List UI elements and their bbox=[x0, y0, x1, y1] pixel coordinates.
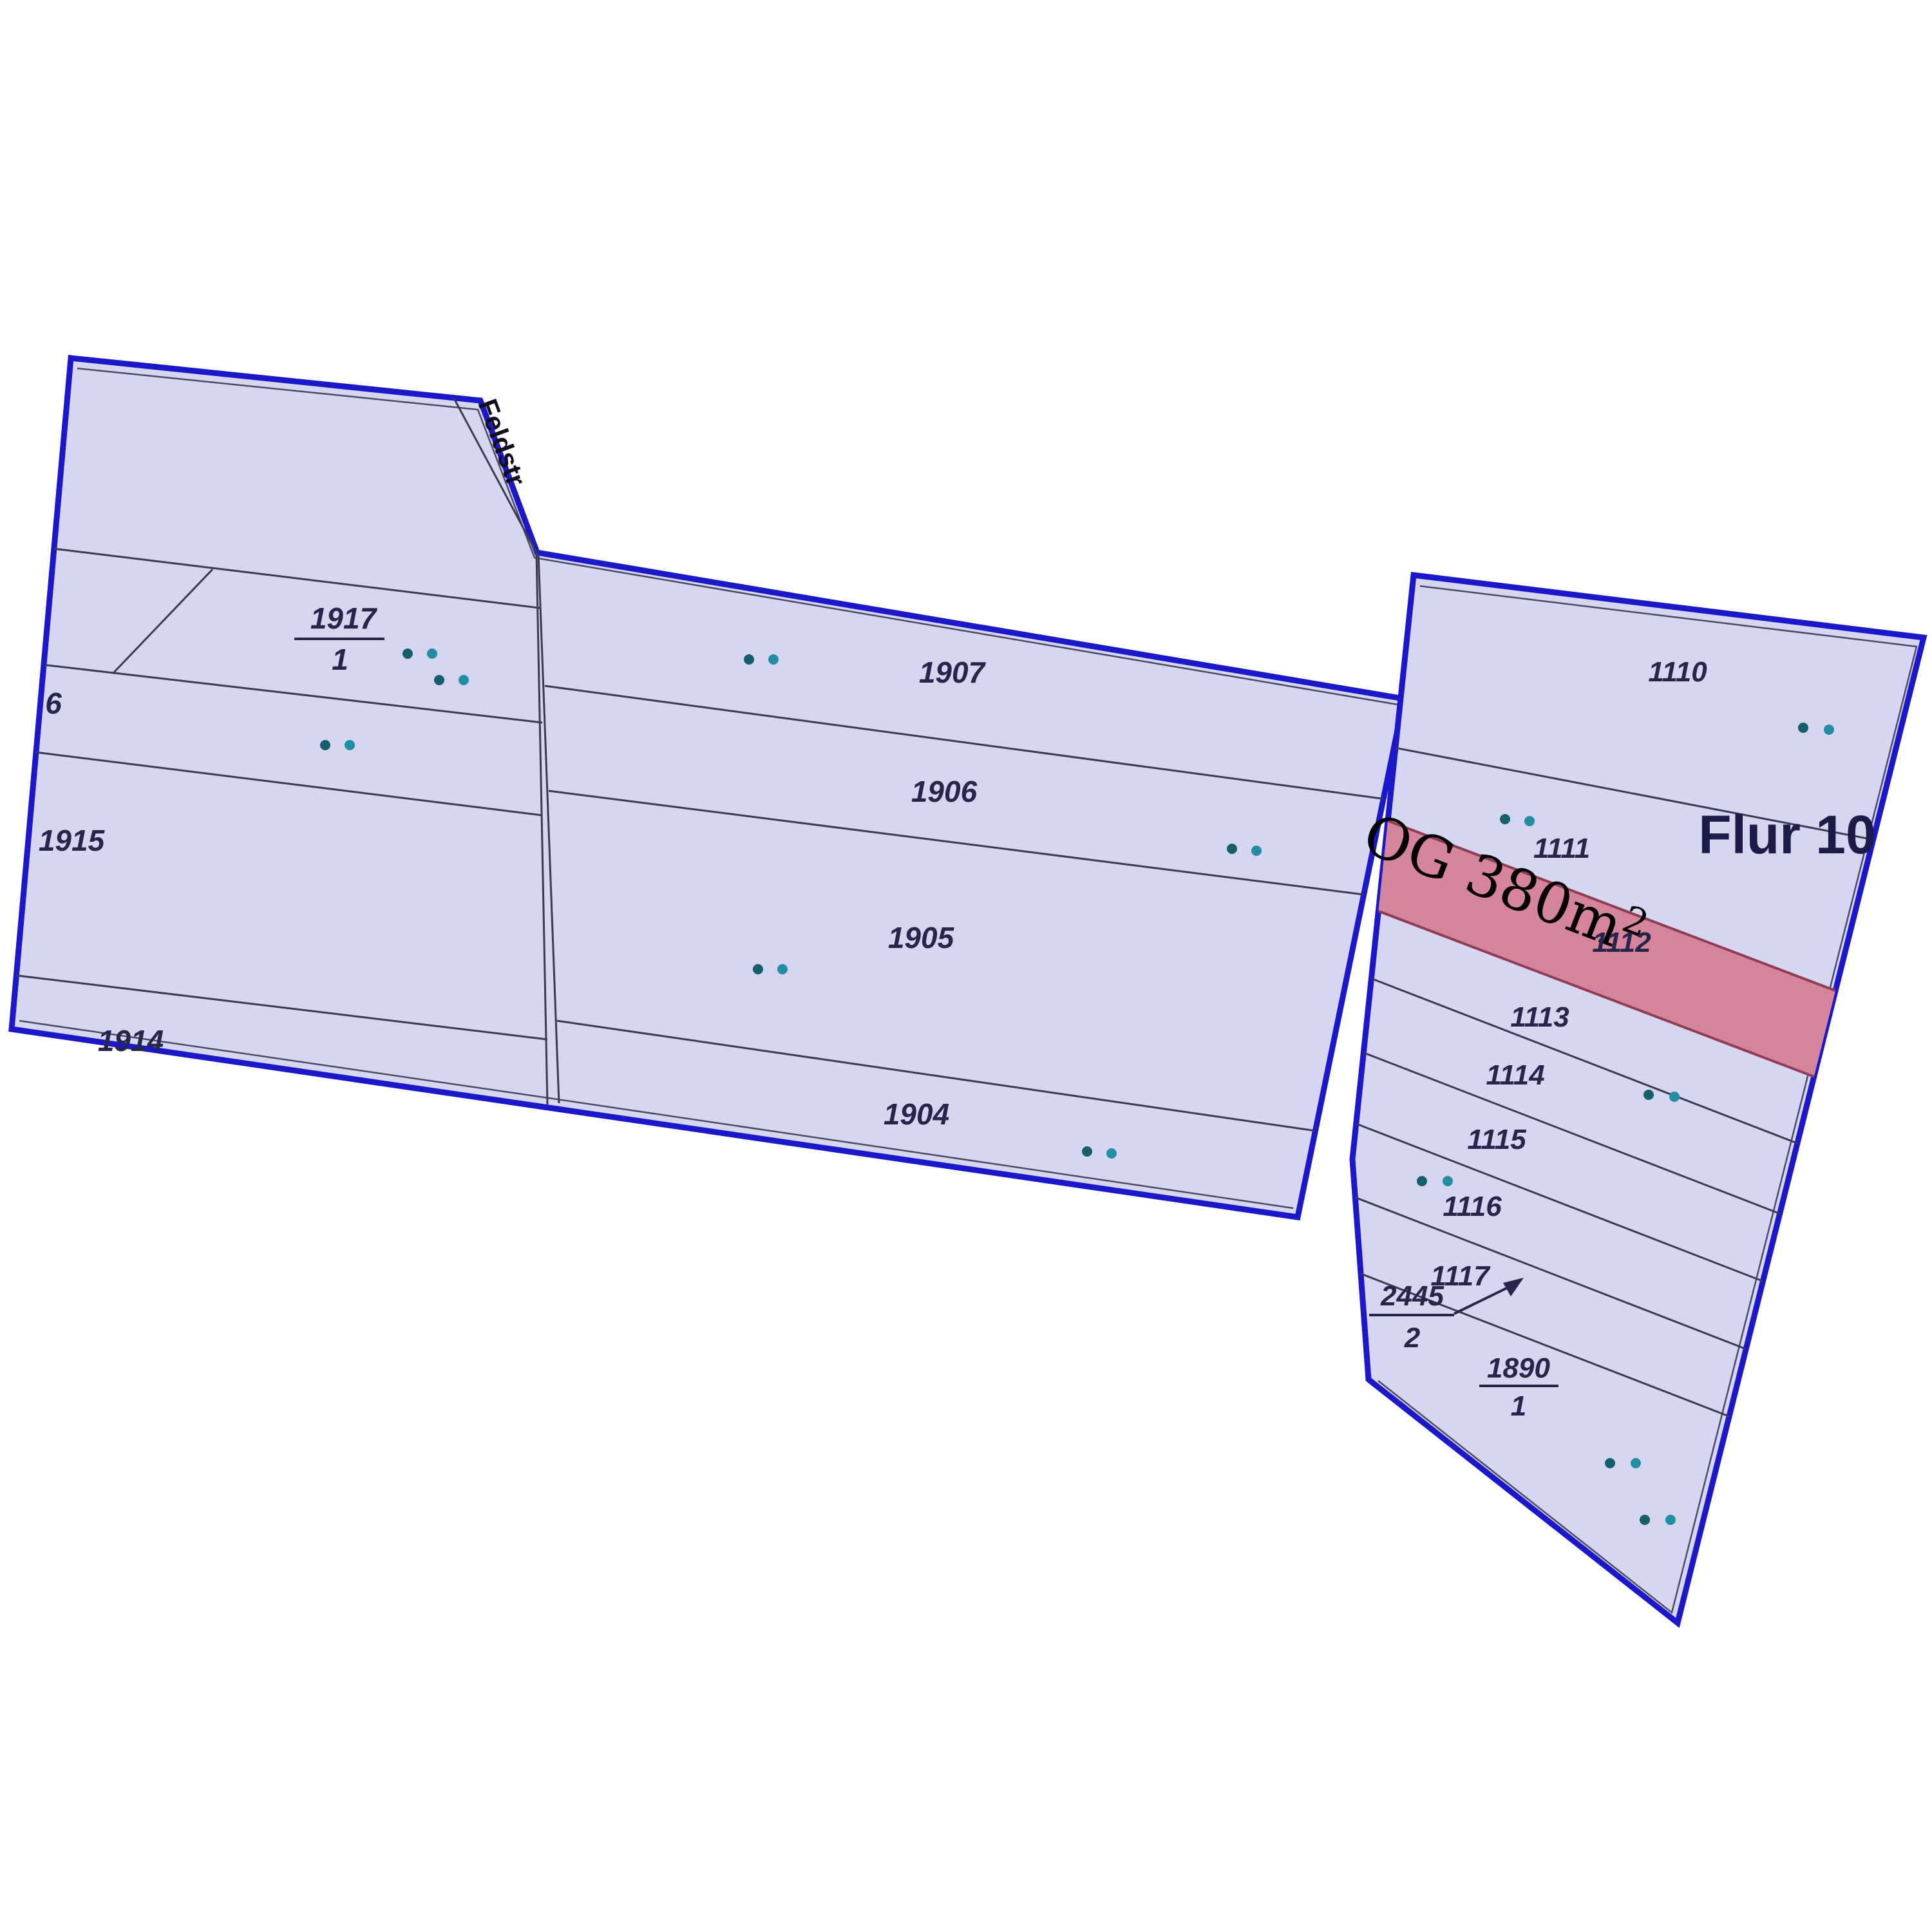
boundary-marker-dot bbox=[1500, 814, 1510, 824]
parcel-line bbox=[53, 547, 540, 609]
parcel-line bbox=[35, 751, 543, 817]
parcel-label-1907: 1907 bbox=[919, 656, 987, 689]
boundary-marker-dot bbox=[345, 740, 355, 750]
parcel-label-1114: 1114 bbox=[1486, 1059, 1544, 1091]
parcel-line bbox=[1352, 1045, 1785, 1217]
boundary-marker-dot bbox=[768, 654, 779, 665]
parcel-label-1915: 1915 bbox=[39, 824, 106, 857]
boundary-marker-dot bbox=[1643, 1090, 1654, 1100]
boundary-marker-dot bbox=[1824, 724, 1834, 735]
boundary-marker-dot bbox=[753, 964, 763, 974]
parcel-label-1115: 1115 bbox=[1467, 1124, 1526, 1155]
parcel-label-1890: 1890 bbox=[1487, 1352, 1550, 1384]
parcel-line bbox=[1355, 971, 1803, 1146]
boundary-marker-dot bbox=[320, 740, 330, 750]
boundary-marker-dot bbox=[434, 675, 444, 685]
parcel-label-1906: 1906 bbox=[911, 775, 978, 808]
parcel-label-1117: 1117 bbox=[1430, 1260, 1491, 1292]
inner-bottom-line bbox=[19, 1019, 1294, 1209]
street-east-line bbox=[537, 553, 560, 1104]
parcel-line bbox=[1384, 744, 1881, 842]
parcel-line bbox=[12, 974, 548, 1041]
inner-outline-east bbox=[1378, 585, 1918, 1615]
parcel-line bbox=[1352, 1115, 1768, 1284]
boundary-marker-dot bbox=[744, 654, 754, 665]
parcel-line bbox=[544, 685, 1392, 801]
parcel-line bbox=[111, 568, 214, 675]
district-flur10-block[interactable] bbox=[1349, 571, 1927, 1628]
boundary-marker-dot bbox=[1631, 1458, 1641, 1468]
parcel-label-2445: 2445 bbox=[1380, 1280, 1444, 1312]
boundary-marker-dot bbox=[777, 964, 788, 974]
parcel-line bbox=[556, 1019, 1321, 1133]
inner-top-line bbox=[77, 367, 1398, 706]
parcel-label-1917-denominator: 1 bbox=[332, 643, 348, 676]
reference-arrow-line bbox=[1454, 1285, 1510, 1315]
boundary-marker-dot bbox=[402, 649, 413, 659]
parcel-label-1112: 1112 bbox=[1592, 927, 1651, 958]
boundary-marker-dot bbox=[1640, 1515, 1650, 1525]
boundary-marker-dot bbox=[1417, 1176, 1427, 1186]
boundary-marker-dot bbox=[427, 649, 437, 659]
parcel-label-6: 6 bbox=[45, 687, 62, 720]
boundary-marker-dot bbox=[1669, 1092, 1680, 1102]
parcel-label-1116: 1116 bbox=[1443, 1191, 1502, 1222]
parcel-label-2445-denominator: 2 bbox=[1404, 1322, 1421, 1354]
boundary-marker-dot bbox=[1227, 844, 1237, 854]
parcel-line bbox=[548, 790, 1369, 896]
parcel-label-1904: 1904 bbox=[884, 1097, 949, 1131]
parcel-boundaries-west bbox=[12, 367, 1398, 1209]
parcel-label-1113: 1113 bbox=[1510, 1001, 1569, 1033]
boundary-marker-dot bbox=[1605, 1458, 1615, 1468]
street-west-line bbox=[446, 386, 549, 1105]
parcel-label-1110: 1110 bbox=[1648, 656, 1707, 688]
parcel-label-1890-denominator: 1 bbox=[1511, 1390, 1526, 1422]
district-west-block[interactable] bbox=[8, 355, 1408, 1221]
boundary-marker-dot bbox=[1524, 816, 1535, 826]
boundary-marker-dot bbox=[1443, 1176, 1453, 1186]
parcel-label-1905: 1905 bbox=[888, 921, 955, 954]
boundary-marker-dot bbox=[1798, 723, 1808, 733]
parcel-line bbox=[1352, 1188, 1750, 1352]
reference-arrow-head bbox=[1503, 1278, 1524, 1296]
parcel-line bbox=[41, 663, 543, 724]
boundary-marker-dot bbox=[1082, 1146, 1092, 1157]
parcel-line bbox=[1352, 1264, 1734, 1419]
boundary-marker-dot bbox=[1665, 1515, 1676, 1525]
parcel-label-1917: 1917 bbox=[310, 601, 378, 635]
boundary-marker-dot bbox=[1251, 846, 1262, 856]
parcel-label-1914: 1914 bbox=[98, 1024, 164, 1057]
boundary-marker-dots bbox=[320, 649, 1834, 1525]
boundary-marker-dot bbox=[1106, 1148, 1117, 1159]
parcel-label-1111: 1111 bbox=[1533, 833, 1590, 864]
district-label-flur10: Flur 10 bbox=[1698, 804, 1875, 865]
boundary-marker-dot bbox=[459, 675, 469, 685]
